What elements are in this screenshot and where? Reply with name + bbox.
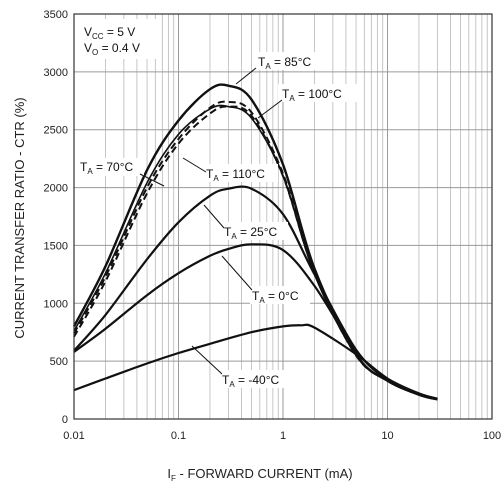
y-tick-label: 1500 [44, 240, 68, 252]
label-110c: TA = 110°C [206, 167, 265, 183]
label-25c: TA = 25°C [224, 225, 278, 241]
y-axis-title: CURRENT TRANSFER RATIO - CTR (%) [12, 97, 27, 338]
condition-vo: VO = 0.4 V [84, 41, 140, 57]
y-tick-label: 500 [50, 356, 68, 368]
plot-frame [73, 13, 493, 420]
label-85c: TA = 85°C [258, 55, 312, 71]
conditions-box [80, 19, 158, 59]
y-tick-label: 2000 [44, 183, 68, 195]
plot-border [73, 13, 493, 420]
label-70c: TA = 70°C [80, 160, 134, 176]
y-tick-label: 2500 [44, 125, 68, 137]
x-tick-label: 0.01 [63, 430, 84, 442]
y-tick-label: 1000 [44, 298, 68, 310]
y-tick-label: 3500 [44, 9, 68, 21]
label-100c: TA = 100°C [282, 87, 342, 103]
x-tick-label: 100 [483, 430, 501, 442]
y-tick-label: 0 [62, 414, 68, 426]
series-line-6 [73, 323, 438, 401]
x-tick-label: 1 [280, 430, 286, 442]
x-tick-label: 10 [381, 430, 393, 442]
tick-labels: 0.01 0.1 1 10 100050010001500200025003000350… [44, 9, 502, 442]
x-tick-label: 0.1 [171, 430, 186, 442]
curve-labels: TA = 85°C TA = 100°C TA = 70°C TA = 110°… [78, 52, 358, 389]
condition-vcc: VCC = 5 V [84, 25, 135, 41]
y-tick-label: 3000 [44, 67, 68, 79]
label-0c: TA = 0°C [252, 289, 299, 305]
label-minus40c: TA = -40°C [222, 373, 280, 389]
x-axis-title: IF - FORWARD CURRENT (mA) [167, 466, 352, 483]
curves [72, 83, 438, 401]
test-conditions: VCC = 5 V VO = 0.4 V [80, 19, 158, 59]
series-line-3 [73, 105, 438, 401]
